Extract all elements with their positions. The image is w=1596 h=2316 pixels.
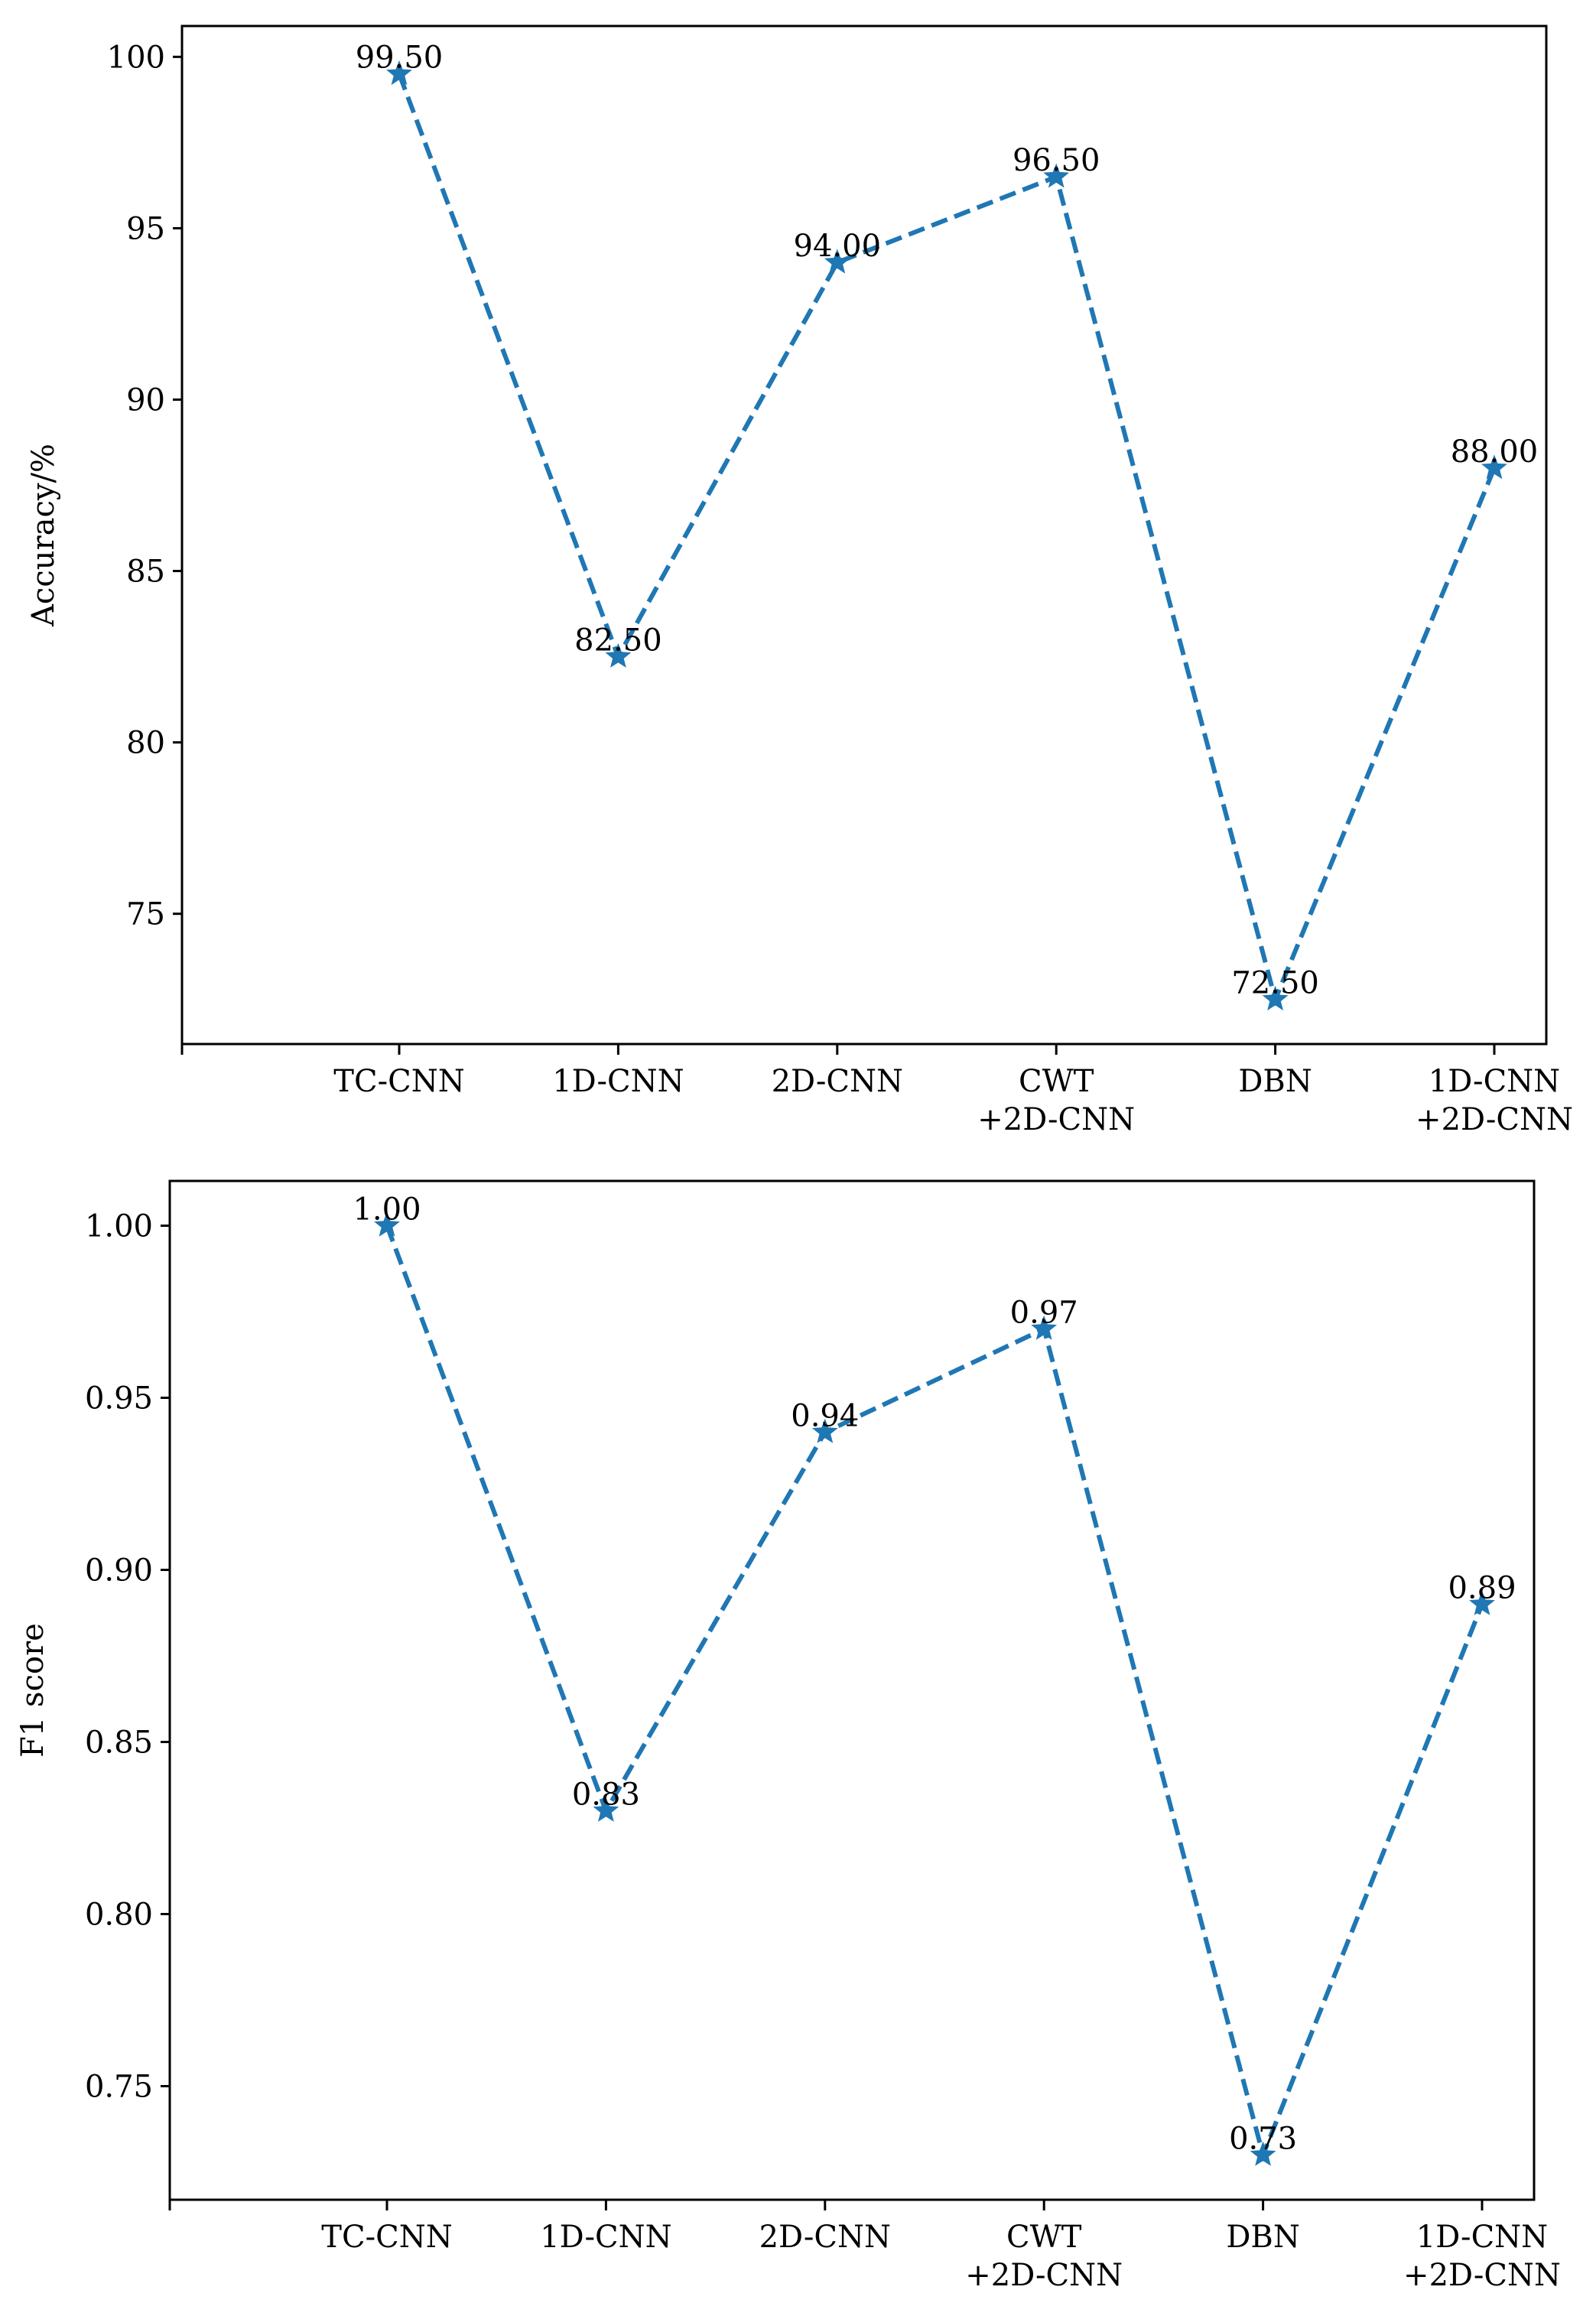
data-label: 0.73 bbox=[1229, 2122, 1297, 2157]
x-tick-label: 1D-CNN +2D-CNN bbox=[1416, 1064, 1573, 1137]
y-tick-label: 0.75 bbox=[85, 2070, 153, 2105]
data-point bbox=[1481, 454, 1507, 480]
data-label: 96.50 bbox=[1013, 143, 1100, 178]
y-tick-label: 0.95 bbox=[85, 1381, 153, 1417]
series-line bbox=[397, 73, 1497, 1007]
x-tick-label: 1D-CNN bbox=[552, 1064, 684, 1099]
x-tick-label: TC-CNN bbox=[321, 2220, 452, 2255]
x-tick-label: DBN bbox=[1238, 1064, 1312, 1099]
data-label: 0.97 bbox=[1010, 1296, 1078, 1331]
data-label: 72.50 bbox=[1231, 966, 1319, 1001]
x-tick-label: TC-CNN bbox=[333, 1064, 464, 1099]
data-point bbox=[1043, 163, 1070, 188]
data-point bbox=[374, 1212, 400, 1237]
y-tick-label: 0.85 bbox=[85, 1726, 153, 1761]
plot-frame bbox=[168, 1179, 1536, 2201]
data-point bbox=[1031, 1315, 1058, 1340]
y-tick-label: 80 bbox=[126, 726, 165, 761]
y-tick-label: 75 bbox=[126, 897, 165, 932]
x-tick-label: CWT +2D-CNN bbox=[977, 1064, 1135, 1137]
y-tick-label: 90 bbox=[126, 382, 165, 418]
x-tick-label: CWT +2D-CNN bbox=[965, 2220, 1123, 2293]
data-label: 99.50 bbox=[356, 41, 444, 76]
x-tick-label: 1D-CNN +2D-CNN bbox=[1403, 2220, 1561, 2293]
data-point bbox=[1250, 2141, 1276, 2166]
y-tick-label: 100 bbox=[107, 40, 165, 75]
y-tick-label: 0.80 bbox=[85, 1898, 153, 1933]
y-tick-label: 85 bbox=[126, 555, 165, 590]
data-label: 0.89 bbox=[1448, 1571, 1516, 1606]
x-tick-label: 2D-CNN bbox=[759, 2220, 891, 2255]
data-label: 0.94 bbox=[791, 1399, 859, 1434]
data-point bbox=[824, 249, 850, 274]
data-label: 94.00 bbox=[794, 229, 882, 264]
y-tick-label: 95 bbox=[126, 211, 165, 246]
y-tick-label: 0.90 bbox=[85, 1553, 153, 1589]
accuracy-chart: 75 80 85 90 95 100 TC-CNN 1D-CNN 2D-CNN CWT +2D-CN… bbox=[26, 24, 1573, 1137]
plot-frame bbox=[180, 24, 1548, 1046]
y-tick-label: 1.00 bbox=[85, 1209, 153, 1244]
data-label: 82.50 bbox=[574, 623, 662, 659]
y-axis-label: Accuracy/% bbox=[26, 444, 61, 627]
data-point bbox=[1469, 1590, 1495, 1615]
data-label: 0.83 bbox=[572, 1778, 640, 1813]
data-point bbox=[1262, 985, 1289, 1011]
x-tick-label: 2D-CNN bbox=[772, 1064, 903, 1099]
x-tick-label: 1D-CNN bbox=[540, 2220, 671, 2255]
data-point bbox=[386, 60, 412, 86]
y-axis-label: F1 score bbox=[15, 1623, 50, 1758]
x-tick-label: DBN bbox=[1226, 2220, 1299, 2255]
data-label: 88.00 bbox=[1451, 434, 1539, 470]
series-line bbox=[385, 1225, 1484, 2163]
data-point bbox=[811, 1418, 838, 1443]
data-point bbox=[605, 642, 632, 668]
data-label: 1.00 bbox=[353, 1192, 421, 1228]
data-point bbox=[593, 1797, 619, 1822]
f1-score-chart: 0.75 0.80 0.85 0.90 0.95 1.00 TC-CNN 1D-CNN 2D-C… bbox=[15, 1179, 1561, 2293]
